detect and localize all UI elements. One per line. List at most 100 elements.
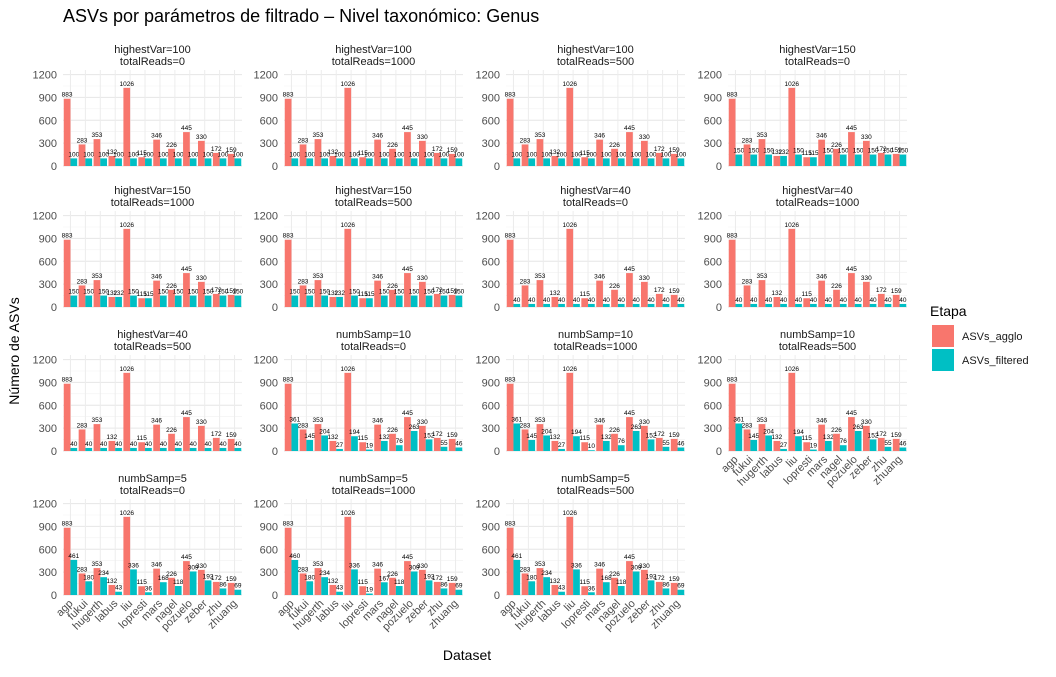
data-label-filtered: 118 bbox=[173, 579, 184, 586]
bar-agglo bbox=[581, 442, 589, 451]
data-label-agglo: 330 bbox=[196, 275, 207, 282]
bar-agglo bbox=[448, 582, 456, 595]
bar-filtered bbox=[234, 158, 242, 166]
data-label-agglo: 115 bbox=[579, 291, 590, 298]
bar-agglo bbox=[596, 568, 603, 595]
y-tick-label: 300 bbox=[704, 138, 722, 150]
bar-filtered bbox=[810, 157, 817, 166]
facet-label: totalReads=500 bbox=[557, 485, 634, 497]
data-label-filtered: 204 bbox=[319, 428, 330, 435]
data-label-agglo: 226 bbox=[831, 427, 842, 434]
data-label-agglo: 159 bbox=[891, 288, 902, 295]
bar-filtered bbox=[410, 430, 418, 451]
bar-agglo bbox=[743, 285, 751, 307]
legend-key bbox=[932, 349, 954, 371]
bar-filtered bbox=[336, 158, 343, 166]
bar-agglo bbox=[227, 153, 235, 166]
data-label-agglo: 283 bbox=[742, 137, 753, 144]
data-label-filtered: 40 bbox=[825, 297, 833, 304]
bar-filtered bbox=[234, 295, 242, 307]
data-label-agglo: 115 bbox=[136, 150, 147, 157]
data-label-agglo: 226 bbox=[387, 571, 398, 578]
bar-agglo bbox=[299, 144, 307, 166]
bar-filtered bbox=[573, 569, 580, 595]
data-label-filtered: 55 bbox=[440, 440, 448, 447]
bar-filtered bbox=[617, 303, 625, 307]
data-label-filtered: 40 bbox=[618, 297, 626, 304]
bar-agglo bbox=[168, 148, 175, 166]
bar-filtered bbox=[543, 435, 551, 451]
data-label-filtered: 150 bbox=[232, 289, 243, 296]
data-label-filtered: 132 bbox=[379, 434, 390, 441]
bar-agglo bbox=[404, 561, 411, 595]
data-label-agglo: 172 bbox=[211, 431, 222, 438]
bar-filtered bbox=[366, 593, 373, 595]
facet-label: totalReads=1000 bbox=[554, 341, 637, 353]
data-label-filtered: 461 bbox=[511, 553, 522, 560]
bar-filtered bbox=[130, 569, 137, 595]
data-label-filtered: 336 bbox=[128, 562, 139, 569]
bar-agglo bbox=[138, 157, 146, 166]
data-label-agglo: 283 bbox=[77, 137, 88, 144]
data-label-filtered: 19 bbox=[366, 443, 374, 450]
bar-agglo bbox=[743, 144, 751, 166]
legend-title: Etapa bbox=[930, 303, 967, 319]
y-tick-label: 600 bbox=[482, 115, 500, 127]
data-label-filtered: 100 bbox=[218, 151, 229, 158]
facet-label: totalReads=1000 bbox=[332, 485, 415, 497]
data-label-filtered: 40 bbox=[840, 297, 848, 304]
bar-filtered bbox=[70, 447, 78, 451]
bar-filtered bbox=[336, 448, 343, 451]
data-label-filtered: 150 bbox=[379, 289, 390, 296]
y-tick-label: 300 bbox=[39, 567, 57, 579]
facet-label: totalReads=500 bbox=[335, 197, 412, 209]
data-label-agglo: 353 bbox=[313, 132, 324, 139]
data-label-filtered: 194 bbox=[349, 429, 360, 436]
bar-filtered bbox=[662, 588, 670, 595]
y-tick-label: 600 bbox=[704, 400, 722, 412]
data-label-filtered: 36 bbox=[588, 585, 596, 592]
y-tick-label: 0 bbox=[272, 446, 278, 458]
bar-filtered bbox=[380, 158, 388, 166]
bar-filtered bbox=[100, 447, 108, 451]
bar-agglo bbox=[78, 285, 86, 307]
bar-agglo bbox=[758, 139, 766, 166]
data-label-filtered: 100 bbox=[128, 151, 139, 158]
data-label-filtered: 150 bbox=[424, 289, 435, 296]
y-tick-label: 900 bbox=[39, 233, 57, 245]
data-label-agglo: 353 bbox=[92, 273, 103, 280]
y-tick-label: 600 bbox=[260, 400, 278, 412]
bar-agglo bbox=[183, 561, 190, 595]
bar-filtered bbox=[810, 303, 817, 307]
data-label-filtered: 152 bbox=[646, 432, 657, 439]
bar-filtered bbox=[617, 445, 625, 451]
bar-agglo bbox=[566, 228, 574, 307]
y-tick-label: 300 bbox=[260, 423, 278, 435]
data-label-agglo: 132 bbox=[771, 290, 782, 297]
bar-filtered bbox=[780, 448, 787, 451]
data-label-filtered: 86 bbox=[219, 581, 227, 588]
bar-filtered bbox=[632, 158, 640, 166]
data-label-filtered: 150 bbox=[173, 289, 184, 296]
bar-agglo bbox=[521, 429, 529, 451]
bar-filtered bbox=[70, 158, 78, 166]
bar-agglo bbox=[374, 568, 381, 595]
data-label-filtered: 40 bbox=[899, 297, 907, 304]
data-label-agglo: 353 bbox=[535, 561, 546, 568]
bar-filtered bbox=[662, 446, 670, 451]
y-tick-label: 1200 bbox=[33, 355, 57, 367]
data-label-filtered: 100 bbox=[586, 151, 597, 158]
bar-filtered bbox=[440, 446, 448, 451]
bar-agglo bbox=[877, 152, 885, 166]
bar-agglo bbox=[314, 424, 322, 451]
data-label-agglo: 159 bbox=[669, 432, 680, 439]
data-label-filtered: 150 bbox=[853, 148, 864, 155]
data-label-agglo: 1026 bbox=[120, 366, 135, 373]
bar-agglo bbox=[212, 581, 220, 595]
bar-agglo bbox=[168, 577, 175, 595]
data-label-filtered: 150 bbox=[98, 289, 109, 296]
y-tick-label: 600 bbox=[260, 256, 278, 268]
data-label-agglo: 883 bbox=[62, 377, 73, 384]
